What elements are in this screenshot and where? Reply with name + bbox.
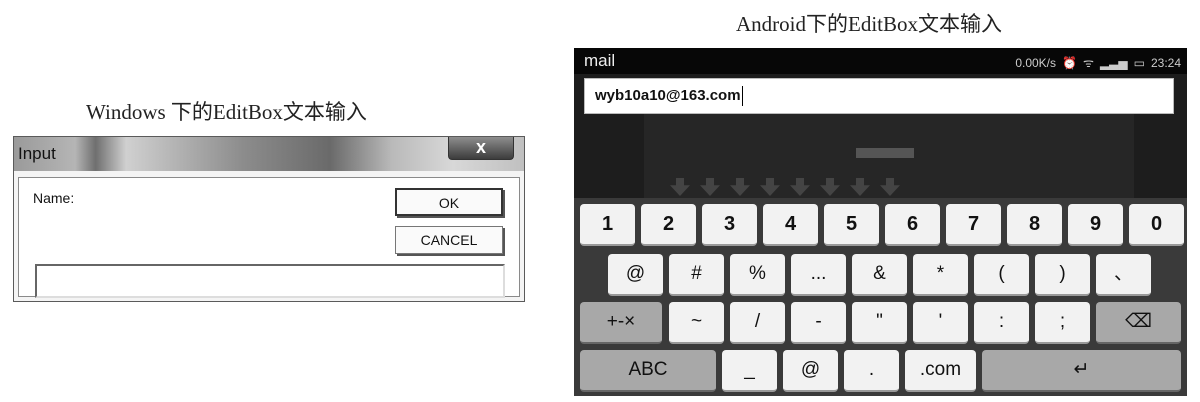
android-screen: mail 0.00K/s ⏰ ᯤ ▂▃▅ ▭ 23:24 wyb10a10@16… [574,48,1187,396]
key-3[interactable]: 3 [702,204,757,246]
key-colon[interactable]: : [974,302,1029,344]
network-speed: 0.00K/s [1015,55,1057,70]
alarm-icon: ⏰ [1062,55,1077,70]
dialog-titlebar: Input x [14,137,524,171]
key-asterisk[interactable]: * [913,254,968,296]
wifi-icon: ᯤ [1082,56,1094,70]
key-symbol-toggle[interactable]: +-× [580,302,662,344]
backspace-icon[interactable]: ⌫ [1096,302,1181,344]
key-2[interactable]: 2 [641,204,696,246]
email-input[interactable]: wyb10a10@163.com [584,78,1174,114]
key-1[interactable]: 1 [580,204,635,246]
key-at-bottom[interactable]: @ [783,350,838,392]
cancel-button[interactable]: CANCEL [395,226,503,254]
key-abc[interactable]: ABC [580,350,716,392]
key-dunhao[interactable]: 、 [1096,254,1151,296]
key-left-paren[interactable]: ( [974,254,1029,296]
name-label: Name: [33,190,75,206]
windows-caption: Windows 下的EditBox文本输入 [86,100,367,124]
enter-icon[interactable]: ↵ [982,350,1181,392]
status-bar: mail 0.00K/s ⏰ ᯤ ▂▃▅ ▭ 23:24 [574,48,1187,74]
key-hyphen[interactable]: - [791,302,846,344]
key-percent[interactable]: % [730,254,785,296]
key-semicolon[interactable]: ; [1035,302,1090,344]
key-0[interactable]: 0 [1129,204,1184,246]
close-button[interactable]: x [448,137,514,160]
key-dotcom[interactable]: .com [905,350,976,392]
key-period[interactable]: . [844,350,899,392]
key-double-quote[interactable]: " [852,302,907,344]
key-right-paren[interactable]: ) [1035,254,1090,296]
soft-keyboard: 1 2 3 4 5 6 7 8 9 0 @ #%... & *()、 +-× ~ / - " ':; ⌫ ABC _ @. .c… [574,198,1187,396]
dialog-title: Input [18,144,56,163]
key-ampersand[interactable]: & [852,254,907,296]
ok-button[interactable]: OK [395,188,503,216]
key-at[interactable]: @ [608,254,663,296]
android-caption: Android下的EditBox文本输入 [736,12,1002,36]
text-cursor [741,86,743,107]
background-art-bar [856,148,914,158]
background-arrows [670,178,900,196]
key-4[interactable]: 4 [763,204,818,246]
key-5[interactable]: 5 [824,204,879,246]
key-hash[interactable]: # [669,254,724,296]
key-7[interactable]: 7 [946,204,1001,246]
windows-input-dialog: Input x Name: OK CANCEL [13,136,525,302]
key-tilde[interactable]: ~ [669,302,724,344]
battery-icon: ▭ [1133,55,1145,70]
dialog-body: Name: OK CANCEL [18,177,520,298]
key-8[interactable]: 8 [1007,204,1062,246]
key-underscore[interactable]: _ [722,350,777,392]
key-ellipsis[interactable]: ... [791,254,846,296]
key-slash[interactable]: / [730,302,785,344]
app-name: mail [584,51,616,70]
key-6[interactable]: 6 [885,204,940,246]
signal-icon: ▂▃▅ [1099,55,1128,70]
key-9[interactable]: 9 [1068,204,1123,246]
close-icon: x [475,137,486,157]
status-icons: 0.00K/s ⏰ ᯤ ▂▃▅ ▭ 23:24 [1015,54,1181,71]
status-time: 23:24 [1150,55,1181,70]
email-input-value: wyb10a10@163.com [595,87,741,104]
key-single-quote[interactable]: ' [913,302,968,344]
name-input[interactable] [35,264,505,298]
